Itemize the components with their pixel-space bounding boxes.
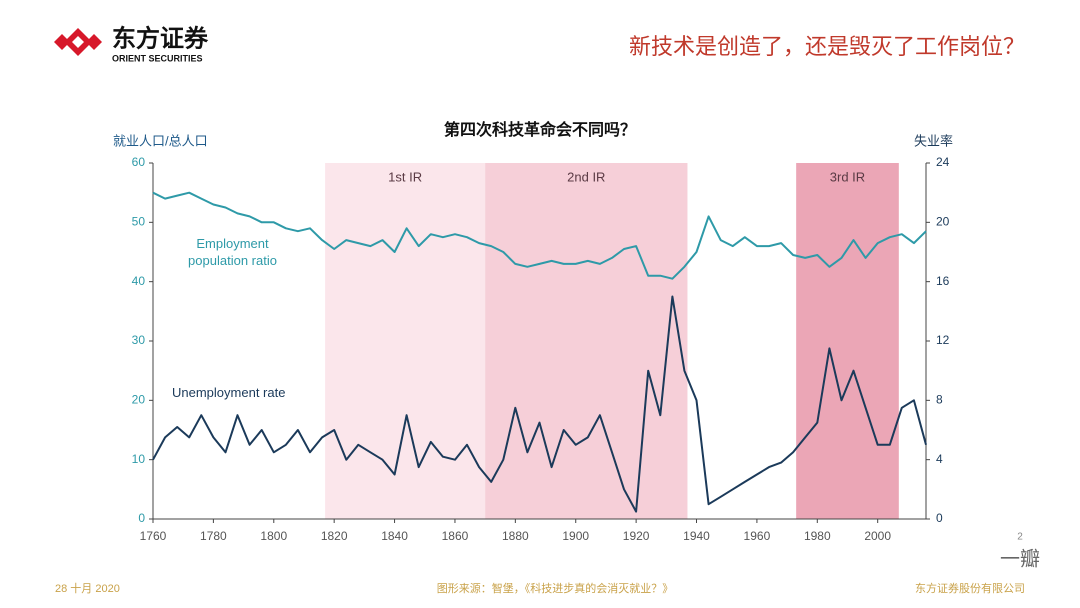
y-tick-label: 40 <box>132 274 146 288</box>
y-tick-label: 50 <box>132 215 146 229</box>
x-tick-label: 1760 <box>140 529 167 543</box>
y2-tick-label: 4 <box>936 452 943 466</box>
x-tick-label: 1840 <box>381 529 408 543</box>
y-tick-label: 20 <box>132 393 146 407</box>
y-tick-label: 30 <box>132 333 146 347</box>
x-tick-label: 1980 <box>804 529 831 543</box>
series-line <box>152 191 927 280</box>
y2-tick-label: 16 <box>936 274 950 288</box>
series-annotation: Employment population ratio <box>188 236 277 268</box>
region <box>325 163 486 519</box>
footer-source: 图形来源：智堡，《科技进步真的会消灭就业？》 <box>437 581 674 595</box>
x-tick-label: 1860 <box>442 529 469 543</box>
logo-subtext: ORIENT SECURITIES <box>112 53 203 63</box>
x-tick-label: 1820 <box>321 529 348 543</box>
y-tick-label: 60 <box>132 155 146 169</box>
page-number: 2 <box>1017 532 1023 543</box>
region <box>485 163 688 519</box>
x-tick-label: 2000 <box>864 529 891 543</box>
y2-tick-label: 20 <box>936 215 950 229</box>
y2-tick-label: 24 <box>936 155 950 169</box>
x-tick-label: 1780 <box>200 529 227 543</box>
y2-tick-label: 8 <box>936 393 943 407</box>
region-label: 2nd IR <box>567 169 605 184</box>
region-label: 3rd IR <box>830 169 865 184</box>
y-tick-label: 0 <box>138 511 145 525</box>
watermark: 一瓣 <box>1000 547 1040 570</box>
series-line <box>152 295 927 513</box>
region <box>796 163 899 519</box>
x-tick-label: 1940 <box>683 529 710 543</box>
region-label: 1st IR <box>388 169 422 184</box>
logo-mark <box>54 28 102 56</box>
x-tick-label: 1960 <box>744 529 771 543</box>
regions <box>325 163 899 519</box>
x-tick-label: 1900 <box>562 529 589 543</box>
x-tick-label: 1920 <box>623 529 650 543</box>
logo-text: 东方证券 <box>112 24 209 52</box>
footer-date: 28 十月 2020 <box>55 581 120 595</box>
slide-title: 新技术是创造了，还是毁灭了工作岗位？ <box>629 35 1025 60</box>
x-tick-label: 1880 <box>502 529 529 543</box>
series-annotation: Unemployment rate <box>172 385 286 400</box>
y-tick-label: 10 <box>132 452 146 466</box>
y2-tick-label: 12 <box>936 333 950 347</box>
footer-company: 东方证券股份有限公司 <box>915 581 1025 595</box>
y2-tick-label: 0 <box>936 511 943 525</box>
y2-axis-label: 失业率 <box>914 133 953 148</box>
x-tick-label: 1800 <box>260 529 287 543</box>
chart-title: 第四次科技革命会不同吗？ <box>444 120 636 139</box>
y-axis-label: 就业人口/总人口 <box>113 133 208 148</box>
